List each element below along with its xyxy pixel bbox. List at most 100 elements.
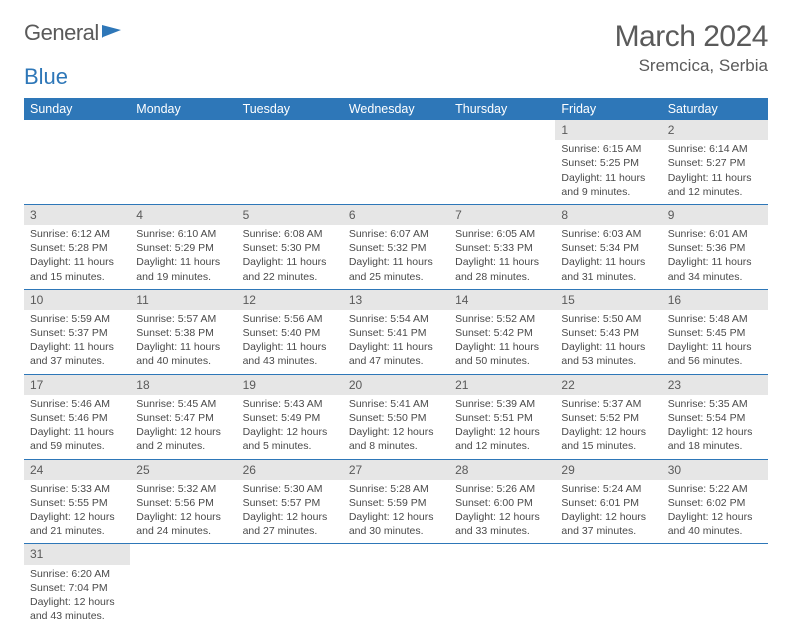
daylight-line: Daylight: 11 hours and 31 minutes.	[561, 255, 655, 283]
location: Sremcica, Serbia	[615, 56, 768, 76]
day-number: 7	[449, 205, 555, 225]
day-number: 23	[662, 375, 768, 395]
sunset-line: Sunset: 5:56 PM	[136, 496, 230, 510]
day-cell: 18Sunrise: 5:45 AMSunset: 5:47 PMDayligh…	[130, 374, 236, 459]
sunset-line: Sunset: 5:29 PM	[136, 241, 230, 255]
sunset-line: Sunset: 5:36 PM	[668, 241, 762, 255]
sunset-line: Sunset: 6:01 PM	[561, 496, 655, 510]
weekday-header-row: Sunday Monday Tuesday Wednesday Thursday…	[24, 98, 768, 120]
sunrise-line: Sunrise: 5:22 AM	[668, 482, 762, 496]
calendar-row: 1Sunrise: 6:15 AMSunset: 5:25 PMDaylight…	[24, 120, 768, 204]
day-cell: 3Sunrise: 6:12 AMSunset: 5:28 PMDaylight…	[24, 204, 130, 289]
empty-cell	[449, 120, 555, 204]
empty-cell	[343, 544, 449, 628]
sunrise-line: Sunrise: 5:46 AM	[30, 397, 124, 411]
day-cell: 13Sunrise: 5:54 AMSunset: 5:41 PMDayligh…	[343, 289, 449, 374]
sunrise-line: Sunrise: 6:14 AM	[668, 142, 762, 156]
day-number: 31	[24, 544, 130, 564]
sunrise-line: Sunrise: 5:24 AM	[561, 482, 655, 496]
day-number: 26	[237, 460, 343, 480]
empty-cell	[237, 120, 343, 204]
day-cell: 23Sunrise: 5:35 AMSunset: 5:54 PMDayligh…	[662, 374, 768, 459]
day-cell: 25 Sunrise: 5:32 AMSunset: 5:56 PMDayligh…	[130, 459, 236, 544]
daylight-line: Daylight: 11 hours and 53 minutes.	[561, 340, 655, 368]
day-cell: 19Sunrise: 5:43 AMSunset: 5:49 PMDayligh…	[237, 374, 343, 459]
sunrise-line: Sunrise: 5:33 AM	[30, 482, 124, 496]
sunset-line: Sunset: 5:46 PM	[30, 411, 124, 425]
sunrise-line: Sunrise: 5:48 AM	[668, 312, 762, 326]
weekday-header: Monday	[130, 98, 236, 120]
daylight-line: Daylight: 11 hours and 9 minutes.	[561, 171, 655, 199]
daylight-line: Daylight: 12 hours and 43 minutes.	[30, 595, 124, 623]
logo-flag-icon	[101, 20, 123, 46]
day-number: 12	[237, 290, 343, 310]
sunset-line: Sunset: 5:38 PM	[136, 326, 230, 340]
sunset-line: Sunset: 5:41 PM	[349, 326, 443, 340]
sunset-line: Sunset: 5:25 PM	[561, 156, 655, 170]
sunset-line: Sunset: 5:55 PM	[30, 496, 124, 510]
sunset-line: Sunset: 5:28 PM	[30, 241, 124, 255]
sunrise-line: Sunrise: 5:56 AM	[243, 312, 337, 326]
daylight-line: Daylight: 12 hours and 5 minutes.	[243, 425, 337, 453]
daylight-line: Daylight: 12 hours and 40 minutes.	[668, 510, 762, 538]
sunset-line: Sunset: 5:27 PM	[668, 156, 762, 170]
day-cell: 16Sunrise: 5:48 AMSunset: 5:45 PMDayligh…	[662, 289, 768, 374]
sunset-line: Sunset: 5:32 PM	[349, 241, 443, 255]
daylight-line: Daylight: 11 hours and 40 minutes.	[136, 340, 230, 368]
day-number: 17	[24, 375, 130, 395]
sunset-line: Sunset: 5:37 PM	[30, 326, 124, 340]
sunrise-line: Sunrise: 6:12 AM	[30, 227, 124, 241]
daylight-line: Daylight: 12 hours and 37 minutes.	[561, 510, 655, 538]
day-cell: 12 Sunrise: 5:56 AMSunset: 5:40 PMDayligh…	[237, 289, 343, 374]
calendar-row: 10Sunrise: 5:59 AMSunset: 5:37 PMDayligh…	[24, 289, 768, 374]
sunset-line: Sunset: 5:49 PM	[243, 411, 337, 425]
day-cell: 15Sunrise: 5:50 AMSunset: 5:43 PMDayligh…	[555, 289, 661, 374]
empty-cell	[24, 120, 130, 204]
sunset-line: Sunset: 5:40 PM	[243, 326, 337, 340]
daylight-line: Daylight: 11 hours and 28 minutes.	[455, 255, 549, 283]
day-cell: 7Sunrise: 6:05 AMSunset: 5:33 PMDaylight…	[449, 204, 555, 289]
sunset-line: Sunset: 5:52 PM	[561, 411, 655, 425]
sunrise-line: Sunrise: 5:50 AM	[561, 312, 655, 326]
day-number: 28	[449, 460, 555, 480]
sunrise-line: Sunrise: 6:15 AM	[561, 142, 655, 156]
day-cell: 9Sunrise: 6:01 AMSunset: 5:36 PMDaylight…	[662, 204, 768, 289]
day-cell: 28Sunrise: 5:26 AMSunset: 6:00 PMDayligh…	[449, 459, 555, 544]
day-cell: 26Sunrise: 5:30 AMSunset: 5:57 PMDayligh…	[237, 459, 343, 544]
sunrise-line: Sunrise: 5:52 AM	[455, 312, 549, 326]
day-cell: 21Sunrise: 5:39 AMSunset: 5:51 PMDayligh…	[449, 374, 555, 459]
sunrise-line: Sunrise: 5:41 AM	[349, 397, 443, 411]
day-cell: 11Sunrise: 5:57 AMSunset: 5:38 PMDayligh…	[130, 289, 236, 374]
day-number: 25	[130, 460, 236, 480]
sunset-line: Sunset: 5:59 PM	[349, 496, 443, 510]
sunset-line: Sunset: 5:50 PM	[349, 411, 443, 425]
weekday-header: Sunday	[24, 98, 130, 120]
day-number: 13	[343, 290, 449, 310]
day-cell: 29Sunrise: 5:24 AMSunset: 6:01 PMDayligh…	[555, 459, 661, 544]
daylight-line: Daylight: 11 hours and 50 minutes.	[455, 340, 549, 368]
daylight-line: Daylight: 12 hours and 21 minutes.	[30, 510, 124, 538]
sunrise-line: Sunrise: 5:32 AM	[136, 482, 230, 496]
day-number: 5	[237, 205, 343, 225]
daylight-line: Daylight: 12 hours and 12 minutes.	[455, 425, 549, 453]
sunrise-line: Sunrise: 6:07 AM	[349, 227, 443, 241]
sunrise-line: Sunrise: 5:30 AM	[243, 482, 337, 496]
daylight-line: Daylight: 12 hours and 18 minutes.	[668, 425, 762, 453]
day-cell: 14Sunrise: 5:52 AMSunset: 5:42 PMDayligh…	[449, 289, 555, 374]
sunrise-line: Sunrise: 5:59 AM	[30, 312, 124, 326]
day-cell: 6Sunrise: 6:07 AMSunset: 5:32 PMDaylight…	[343, 204, 449, 289]
empty-cell	[343, 120, 449, 204]
daylight-line: Daylight: 11 hours and 43 minutes.	[243, 340, 337, 368]
weekday-header: Friday	[555, 98, 661, 120]
title-block: March 2024 Sremcica, Serbia	[615, 20, 768, 76]
daylight-line: Daylight: 12 hours and 24 minutes.	[136, 510, 230, 538]
day-number: 30	[662, 460, 768, 480]
sunrise-line: Sunrise: 6:01 AM	[668, 227, 762, 241]
sunset-line: Sunset: 6:00 PM	[455, 496, 549, 510]
day-number: 22	[555, 375, 661, 395]
day-number: 8	[555, 205, 661, 225]
sunrise-line: Sunrise: 6:20 AM	[30, 567, 124, 581]
sunset-line: Sunset: 5:57 PM	[243, 496, 337, 510]
daylight-line: Daylight: 11 hours and 34 minutes.	[668, 255, 762, 283]
daylight-line: Daylight: 12 hours and 30 minutes.	[349, 510, 443, 538]
